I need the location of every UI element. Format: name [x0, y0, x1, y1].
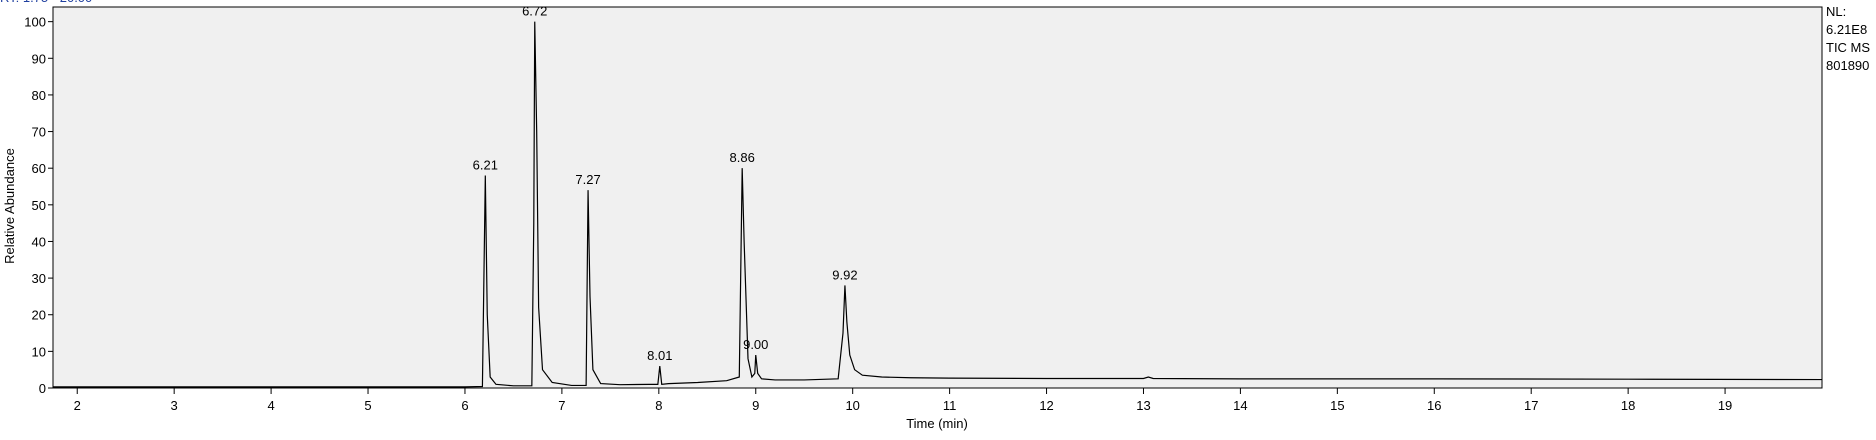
- x-tick-label: 16: [1427, 398, 1441, 413]
- y-tick-label: 50: [32, 198, 46, 213]
- x-tick-label: 5: [364, 398, 371, 413]
- side-note: 6.21E8: [1826, 22, 1867, 37]
- trace: [53, 21, 1823, 388]
- y-tick-label: 60: [32, 161, 46, 176]
- x-tick-label: 17: [1524, 398, 1538, 413]
- y-tick-label: 0: [39, 381, 46, 396]
- x-tick-label: 14: [1233, 398, 1247, 413]
- x-tick-label: 8: [655, 398, 662, 413]
- x-tick-label: 12: [1039, 398, 1053, 413]
- peak-label: 6.21: [473, 158, 498, 173]
- peak-label: 8.01: [647, 348, 672, 363]
- x-tick-label: 7: [558, 398, 565, 413]
- x-tick-label: 9: [752, 398, 759, 413]
- side-note: 801890: [1826, 58, 1869, 73]
- peak-label: 9.92: [832, 267, 857, 282]
- x-tick-label: 11: [943, 398, 957, 413]
- x-tick-label: 4: [267, 398, 274, 413]
- x-tick-label: 3: [171, 398, 178, 413]
- x-axis-label: Time (min): [906, 416, 968, 431]
- side-note: TIC MS: [1826, 40, 1870, 55]
- peak-label: 8.86: [730, 150, 755, 165]
- x-tick-label: 6: [461, 398, 468, 413]
- x-tick-label: 13: [1136, 398, 1150, 413]
- plot-area: [52, 6, 1823, 389]
- y-tick-label: 30: [32, 271, 46, 286]
- y-axis-label: Relative Abundance: [2, 148, 17, 264]
- x-tick-label: 19: [1718, 398, 1732, 413]
- peak-label: 6.72: [522, 4, 547, 19]
- peak-label: 7.27: [575, 172, 600, 187]
- subtitle: RT: 1.75 - 20.00: [0, 0, 92, 5]
- y-tick-label: 20: [32, 308, 46, 323]
- x-tick-label: 10: [845, 398, 859, 413]
- x-tick-label: 2: [74, 398, 81, 413]
- side-note: NL:: [1826, 4, 1846, 19]
- y-tick-label: 70: [32, 125, 46, 140]
- x-tick-label: 18: [1621, 398, 1635, 413]
- y-tick-label: 90: [32, 51, 46, 66]
- peak-label: 9.00: [743, 337, 768, 352]
- y-tick-label: 40: [32, 234, 46, 249]
- y-tick-label: 10: [32, 344, 46, 359]
- y-tick-label: 80: [32, 88, 46, 103]
- x-tick-label: 15: [1330, 398, 1344, 413]
- y-tick-label: 100: [24, 15, 46, 30]
